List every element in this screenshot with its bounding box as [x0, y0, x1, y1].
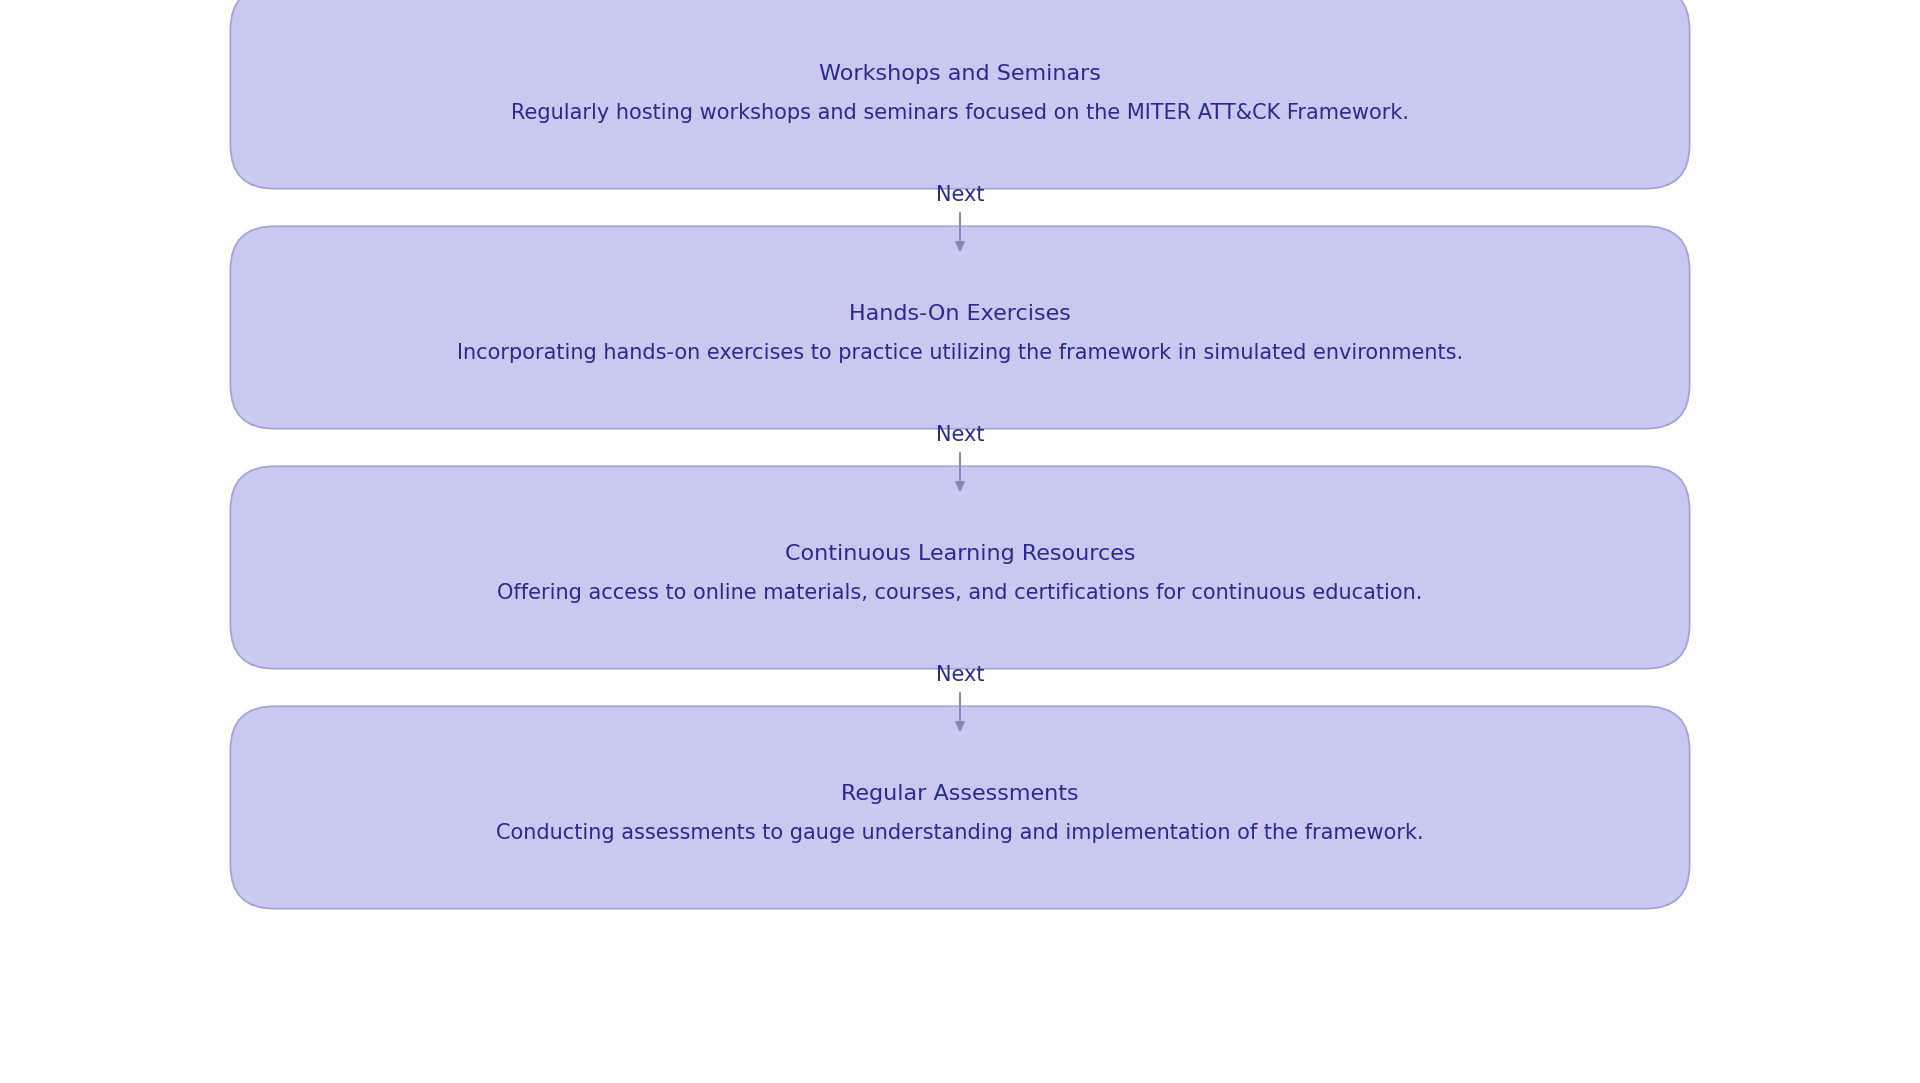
Text: Next: Next: [935, 665, 985, 686]
FancyBboxPatch shape: [230, 467, 1690, 668]
FancyBboxPatch shape: [230, 226, 1690, 429]
Text: Regular Assessments: Regular Assessments: [841, 784, 1079, 804]
FancyBboxPatch shape: [230, 706, 1690, 909]
FancyBboxPatch shape: [230, 0, 1690, 188]
Text: Conducting assessments to gauge understanding and implementation of the framewor: Conducting assessments to gauge understa…: [495, 823, 1425, 843]
Text: Offering access to online materials, courses, and certifications for continuous : Offering access to online materials, cou…: [497, 583, 1423, 603]
Text: Next: Next: [935, 185, 985, 205]
Text: Continuous Learning Resources: Continuous Learning Resources: [785, 544, 1135, 563]
Text: Incorporating hands-on exercises to practice utilizing the framework in simulate: Incorporating hands-on exercises to prac…: [457, 343, 1463, 363]
Text: Hands-On Exercises: Hands-On Exercises: [849, 303, 1071, 324]
Text: Next: Next: [935, 425, 985, 445]
Text: Regularly hosting workshops and seminars focused on the MITER ATT&CK Framework.: Regularly hosting workshops and seminars…: [511, 103, 1409, 122]
Text: Workshops and Seminars: Workshops and Seminars: [820, 64, 1100, 83]
